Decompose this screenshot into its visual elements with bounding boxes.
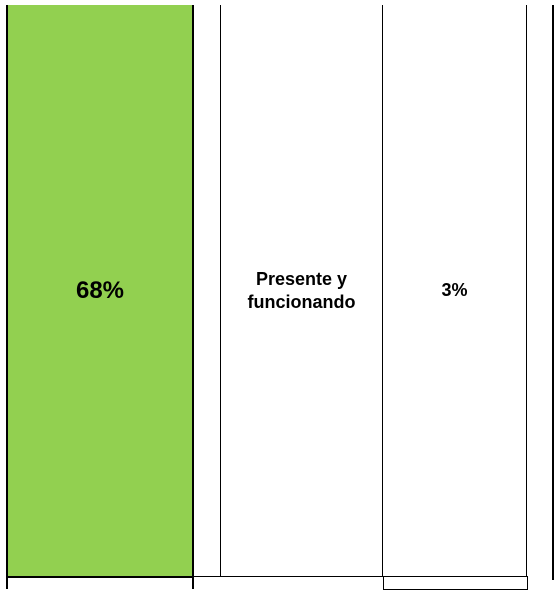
bottom-tick-status-right xyxy=(383,576,384,589)
bottom-tick-left xyxy=(6,576,8,589)
bottom-border-right xyxy=(383,576,528,577)
status-label: Presente y funcionando xyxy=(247,269,356,312)
empty-spacer-cell xyxy=(194,5,221,576)
status-cell: Presente y funcionando xyxy=(221,5,383,576)
value-cell: 3% xyxy=(383,5,527,576)
bottom-border-middle xyxy=(194,576,384,577)
percentage-cell-highlighted: 68% xyxy=(6,5,194,576)
value-label: 3% xyxy=(441,280,468,301)
bottom-tick-value-right xyxy=(527,576,528,589)
bottom-border-left xyxy=(6,576,194,578)
percentage-value: 68% xyxy=(75,276,125,304)
right-border-line xyxy=(552,5,554,580)
bottom-tick-percent-right xyxy=(192,576,194,589)
